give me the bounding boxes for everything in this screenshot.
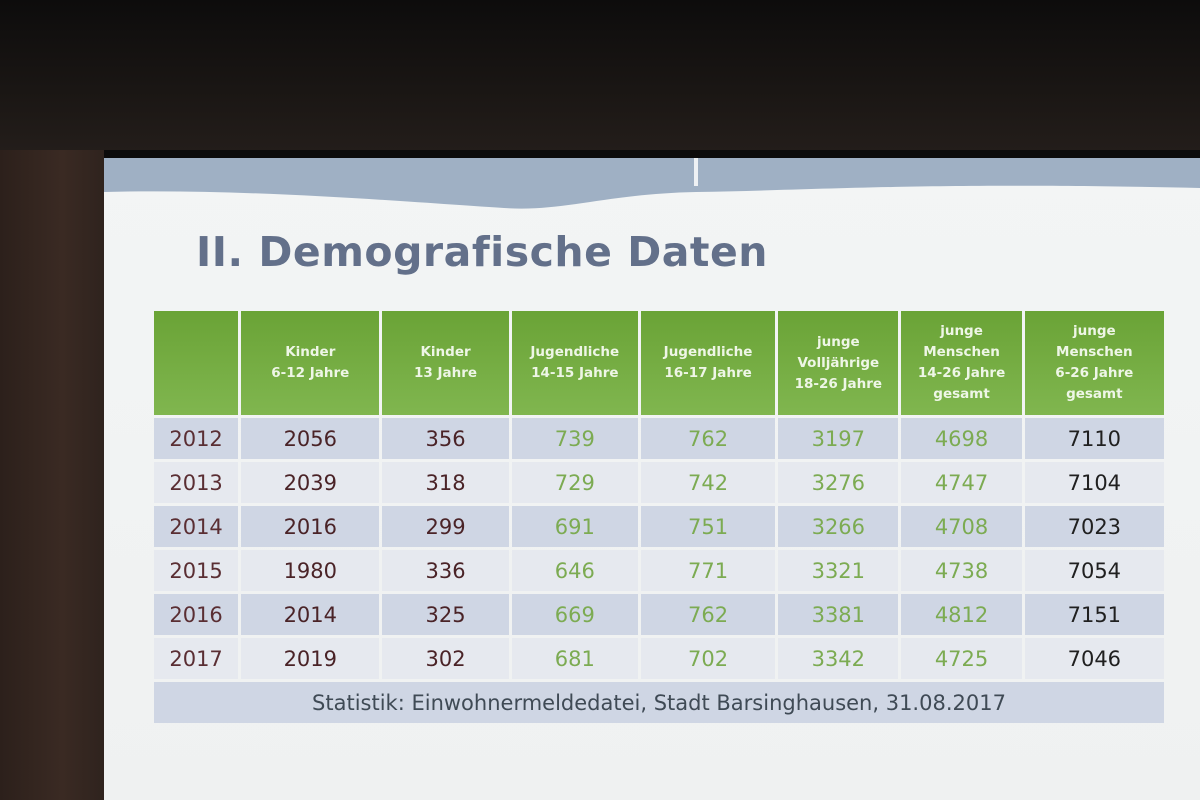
value-cell: 3381 — [778, 594, 899, 635]
value-cell: 4725 — [901, 638, 1022, 679]
value-cell: 646 — [511, 550, 638, 591]
year-cell: 2012 — [154, 418, 239, 459]
table-row: 2014 2016 299 691 751 3266 4708 7023 — [154, 506, 1164, 547]
value-cell: 3342 — [778, 638, 899, 679]
value-cell: 3197 — [778, 418, 899, 459]
column-header-line: 18-26 Jahre — [794, 375, 883, 392]
value-cell: 3276 — [778, 462, 899, 503]
column-header-line: junge — [816, 333, 860, 350]
column-header-line: Jugendliche — [663, 344, 753, 360]
column-header-line: Kinder — [420, 344, 471, 360]
value-cell: 1980 — [241, 550, 380, 591]
column-header-line: junge — [940, 323, 983, 339]
value-cell: 4747 — [901, 462, 1022, 503]
column-header-line: Volljährige — [797, 354, 880, 371]
column-header-line: Jugendliche — [530, 344, 620, 360]
demographics-table: Kinder 6-12 Jahre Kinder 13 Jahre Jugendlich… — [151, 308, 1167, 726]
value-cell: 691 — [511, 506, 638, 547]
column-header: Jugendliche 16-17 Jahre — [640, 311, 776, 415]
value-cell: 4708 — [901, 506, 1022, 547]
column-header-line: Menschen — [1056, 344, 1133, 360]
value-cell: 3266 — [778, 506, 899, 547]
value-cell: 336 — [382, 550, 509, 591]
year-cell: 2013 — [154, 462, 239, 503]
value-cell: 2019 — [241, 638, 380, 679]
value-cell: 681 — [511, 638, 638, 679]
value-cell: 771 — [640, 550, 776, 591]
column-header-line: gesamt — [1066, 386, 1123, 402]
table-body: 2012 2056 356 739 762 3197 4698 7110 2013 2039 318… — [154, 418, 1164, 679]
value-cell: 2039 — [241, 462, 380, 503]
column-header-line: junge — [1072, 323, 1116, 339]
room-wall-background — [0, 150, 104, 800]
table-row: 2013 2039 318 729 742 3276 4747 7104 — [154, 462, 1164, 503]
year-cell: 2016 — [154, 594, 239, 635]
value-cell: 7046 — [1024, 638, 1164, 679]
column-header-line: 13 Jahre — [414, 365, 478, 381]
column-header: Jugendliche 14-15 Jahre — [511, 311, 638, 415]
table-row: 2017 2019 302 681 702 3342 4725 7046 — [154, 638, 1164, 679]
value-cell: 729 — [511, 462, 638, 503]
column-header-line: 14-15 Jahre — [531, 365, 619, 381]
source-note: Statistik: Einwohnermeldedatei, Stadt Ba… — [154, 682, 1164, 723]
year-cell: 2017 — [154, 638, 239, 679]
value-cell: 7023 — [1024, 506, 1164, 547]
value-cell: 7054 — [1024, 550, 1164, 591]
value-cell: 739 — [511, 418, 638, 459]
year-cell: 2015 — [154, 550, 239, 591]
slide-title: II. Demografische Daten — [196, 228, 768, 276]
year-cell: 2014 — [154, 506, 239, 547]
value-cell: 299 — [382, 506, 509, 547]
table-row: 2015 1980 336 646 771 3321 4738 7054 — [154, 550, 1164, 591]
value-cell: 4812 — [901, 594, 1022, 635]
value-cell: 4698 — [901, 418, 1022, 459]
value-cell: 318 — [382, 462, 509, 503]
column-header-line: Menschen — [923, 344, 1000, 360]
value-cell: 702 — [640, 638, 776, 679]
table-row: 2016 2014 325 669 762 3381 4812 7151 — [154, 594, 1164, 635]
header-row: Kinder 6-12 Jahre Kinder 13 Jahre Jugendlich… — [154, 311, 1164, 415]
column-header-line: Kinder — [285, 344, 336, 360]
column-header-line: 14-26 Jahre — [917, 365, 1006, 381]
value-cell: 325 — [382, 594, 509, 635]
slide-banner — [104, 158, 1200, 209]
column-header-line: gesamt — [933, 386, 990, 402]
table-row: 2012 2056 356 739 762 3197 4698 7110 — [154, 418, 1164, 459]
column-header-line: 6-26 Jahre — [1055, 365, 1134, 381]
value-cell: 762 — [640, 594, 776, 635]
column-header: Kinder 13 Jahre — [382, 311, 509, 415]
column-header: junge Menschen 6-26 Jahre gesamt — [1024, 311, 1164, 415]
column-header-line: 6-12 Jahre — [271, 365, 350, 381]
column-header: Kinder 6-12 Jahre — [241, 311, 380, 415]
value-cell: 742 — [640, 462, 776, 503]
column-header — [154, 311, 239, 415]
value-cell: 669 — [511, 594, 638, 635]
room-ceiling-background — [0, 0, 1200, 150]
value-cell: 7110 — [1024, 418, 1164, 459]
value-cell: 3321 — [778, 550, 899, 591]
value-cell: 2016 — [241, 506, 380, 547]
value-cell: 302 — [382, 638, 509, 679]
value-cell: 7104 — [1024, 462, 1164, 503]
column-header: junge Volljährige 18-26 Jahre — [778, 311, 899, 415]
value-cell: 751 — [640, 506, 776, 547]
value-cell: 7151 — [1024, 594, 1164, 635]
source-row: Statistik: Einwohnermeldedatei, Stadt Ba… — [154, 682, 1164, 723]
projection-screen: II. Demografische Daten Kinder 6-12 Jahre… — [104, 158, 1200, 800]
value-cell: 2014 — [241, 594, 380, 635]
value-cell: 762 — [640, 418, 776, 459]
column-header-line: 16-17 Jahre — [664, 365, 752, 381]
value-cell: 4738 — [901, 550, 1022, 591]
column-header: junge Menschen 14-26 Jahre gesamt — [901, 311, 1022, 415]
table-header: Kinder 6-12 Jahre Kinder 13 Jahre Jugendlich… — [154, 311, 1164, 415]
value-cell: 2056 — [241, 418, 380, 459]
value-cell: 356 — [382, 418, 509, 459]
